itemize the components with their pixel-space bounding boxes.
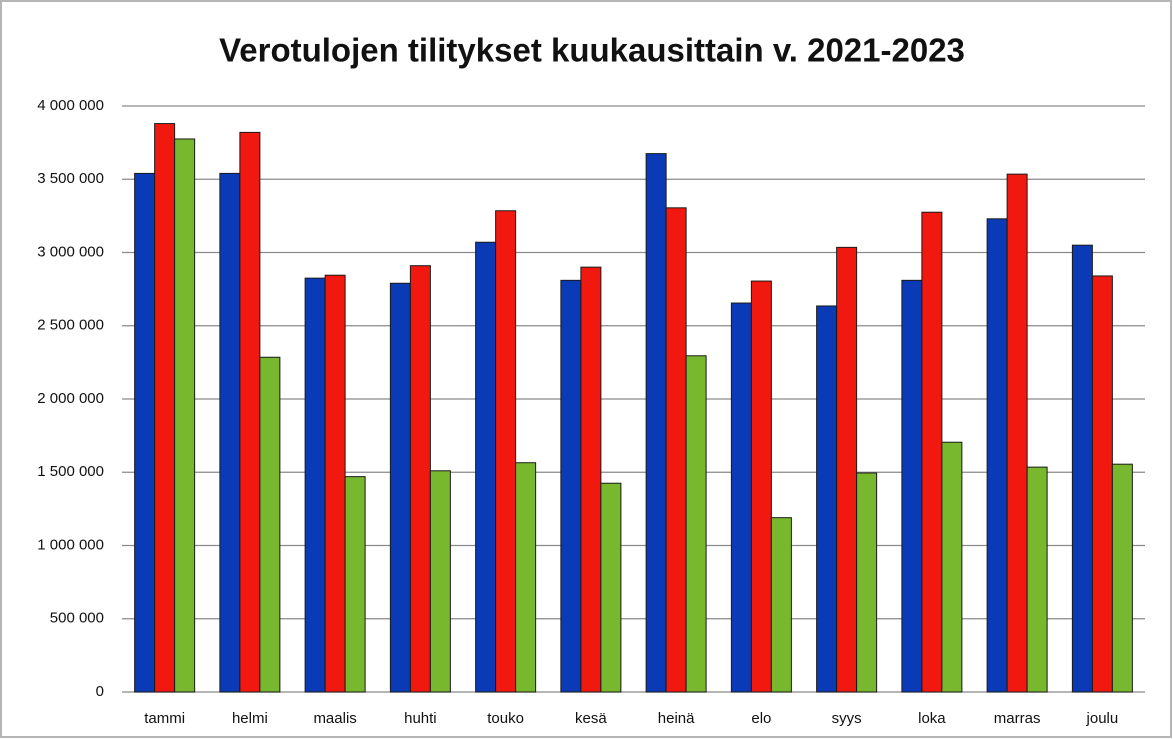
bar xyxy=(816,305,838,693)
bar xyxy=(770,517,792,693)
bar xyxy=(134,172,156,693)
bar xyxy=(495,210,517,693)
bar xyxy=(1071,244,1093,693)
bar xyxy=(475,241,497,693)
bar xyxy=(304,277,326,693)
bar xyxy=(836,246,858,693)
y-tick-label: 3 500 000 xyxy=(37,170,104,187)
chart-title: Verotulojen tilitykset kuukausittain v. … xyxy=(219,32,965,69)
bar xyxy=(645,153,667,693)
bar xyxy=(324,274,346,693)
bar xyxy=(1026,466,1048,693)
bar xyxy=(986,218,1008,693)
bar xyxy=(429,470,451,693)
y-tick-label: 500 000 xyxy=(50,610,104,627)
y-tick-label: 1 500 000 xyxy=(37,463,104,480)
x-tick-label: joulu xyxy=(1086,710,1119,727)
bar xyxy=(259,356,281,693)
x-tick-label: elo xyxy=(751,710,771,727)
bar xyxy=(409,265,431,693)
bar xyxy=(219,172,241,693)
bar xyxy=(685,355,707,693)
x-tick-label: touko xyxy=(487,710,524,727)
bar xyxy=(921,211,943,693)
x-tick-label: maalis xyxy=(313,710,356,727)
y-tick-label: 2 000 000 xyxy=(37,390,104,407)
x-tick-label: helmi xyxy=(232,710,268,727)
x-tick-label: heinä xyxy=(658,710,695,727)
x-tick-label: syys xyxy=(832,710,862,727)
bar xyxy=(730,302,752,693)
y-tick-label: 4 000 000 xyxy=(37,97,104,114)
bar xyxy=(580,266,602,693)
bar xyxy=(941,441,963,693)
y-tick-label: 2 500 000 xyxy=(37,317,104,334)
bar xyxy=(560,279,582,693)
x-tick-label: tammi xyxy=(144,710,185,727)
bar xyxy=(901,279,923,693)
x-tick-label: kesä xyxy=(575,710,607,727)
bar xyxy=(239,131,261,693)
bar xyxy=(750,280,772,693)
bar xyxy=(665,207,687,693)
y-tick-label: 0 xyxy=(96,683,104,700)
bar xyxy=(1111,463,1133,693)
bar xyxy=(600,482,622,693)
y-tick-label: 1 000 000 xyxy=(37,536,104,553)
x-tick-label: marras xyxy=(994,710,1041,727)
bar xyxy=(344,476,366,693)
bar xyxy=(389,282,411,693)
bar xyxy=(515,462,537,693)
x-tick-label: huhti xyxy=(404,710,437,727)
bar xyxy=(856,472,878,693)
bar xyxy=(174,138,196,693)
bar xyxy=(1006,173,1028,693)
y-tick-label: 3 000 000 xyxy=(37,243,104,260)
bar xyxy=(1091,275,1113,693)
x-tick-label: loka xyxy=(918,710,946,727)
bar xyxy=(154,123,176,693)
